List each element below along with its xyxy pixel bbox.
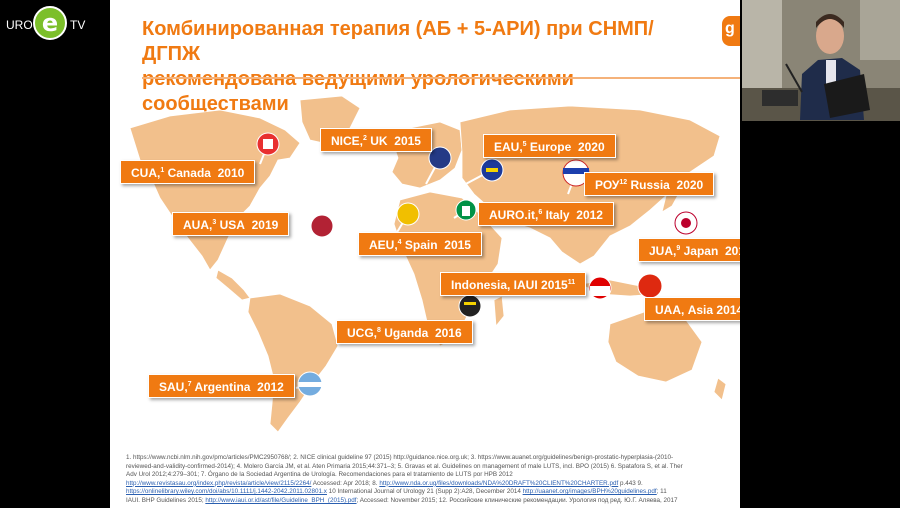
society-label-spain: AEU,4 Spain 2015 — [358, 232, 482, 256]
society-label-japan: JUA,9 Japan 2011 — [638, 238, 740, 262]
brand-logo-icon: g — [722, 16, 740, 46]
slide-title: Комбинированная терапия (АБ + 5-АРИ) при… — [142, 17, 702, 117]
reference-line-4: http://www.revistasau.org/index.php/revi… — [126, 479, 643, 487]
society-label-asia: UAA, Asia 201410 — [644, 297, 740, 321]
north-america-landmass — [129, 109, 301, 271]
slide-title-line1: Комбинированная терапия (АБ + 5-АРИ) при… — [142, 18, 654, 65]
title-divider — [142, 77, 740, 79]
usa-flag-icon — [310, 214, 334, 238]
reference-line-2: reviewed-and-validity-confirmed-2014); 4… — [126, 462, 683, 470]
brand-letter: g — [725, 20, 735, 37]
reference-link[interactable]: http://www.nda.or.ug/files/downloads/NDA… — [379, 479, 619, 487]
reference-line-5: https://onlinelibrary.wiley.com/doi/abs/… — [126, 488, 667, 496]
society-label-argentina: SAU,7 Argentina 2012 — [148, 374, 295, 398]
reference-link[interactable]: https://onlinelibrary.wiley.com/doi/abs/… — [126, 488, 327, 496]
reference-line-3: Adv Urol 2012;4:279–301; 7. Órgano de la… — [126, 471, 513, 479]
reference-line-1: 1. https://www.ncbi.nlm.nih.gov/pmc/arti… — [126, 454, 674, 461]
reference-link[interactable]: http://www.revistasau.org/index.php/revi… — [126, 479, 312, 487]
society-label-italy: AURO.it,6 Italy 2012 — [478, 202, 614, 226]
society-label-europe: EAU,5 Europe 2020 — [483, 134, 616, 158]
society-label-indonesia: Indonesia, IAUI 201511 — [440, 272, 587, 296]
madagascar-landmass — [493, 295, 505, 328]
logo-circle-icon: e — [33, 6, 67, 40]
presenter-head — [816, 18, 844, 54]
society-label-uk: NICE,2 UK 2015 — [320, 128, 432, 152]
central-america-landmass — [215, 269, 251, 301]
slide-title-line2: рекомендована ведущими урологическими со… — [142, 68, 574, 115]
reference-link[interactable]: http://uaanet.org/images/BPH%20guideline… — [522, 488, 657, 496]
spain-flag-icon — [396, 202, 420, 226]
south-america-landmass — [247, 293, 339, 433]
logo-letter: e — [41, 9, 59, 37]
laptop-icon — [824, 74, 870, 118]
uganda-flag-icon — [458, 294, 482, 318]
logo-text-left: URO — [6, 18, 33, 32]
references-footnote: 1. https://www.ncbi.nlm.nih.gov/pmc/arti… — [126, 454, 736, 506]
society-label-usa: AUA,3 USA 2019 — [172, 212, 290, 236]
reference-line-6: IAUI. BHP Guidelines 2015; http://www.ia… — [126, 496, 678, 504]
china-flag-icon — [637, 273, 663, 299]
presentation-slide: Комбинированная терапия (АБ + 5-АРИ) при… — [110, 0, 740, 508]
reference-link[interactable]: http://www.iaui.or.id/ast/file/Guideline… — [205, 496, 357, 504]
society-label-canada: CUA,1 Canada 2010 — [120, 160, 256, 184]
society-label-russia: РОУ12 Russia 2020 — [584, 172, 715, 196]
presenter-webcam — [742, 0, 900, 121]
uk-flag-icon — [428, 146, 452, 170]
logo-text-right: TV — [70, 18, 86, 32]
new-zealand-landmass — [713, 377, 727, 401]
presenter-video-frame — [742, 0, 900, 121]
channel-logo: URO e TV — [6, 6, 90, 42]
society-label-uganda: UCG,8 Uganda 2016 — [336, 320, 473, 344]
black-margin — [742, 121, 900, 508]
